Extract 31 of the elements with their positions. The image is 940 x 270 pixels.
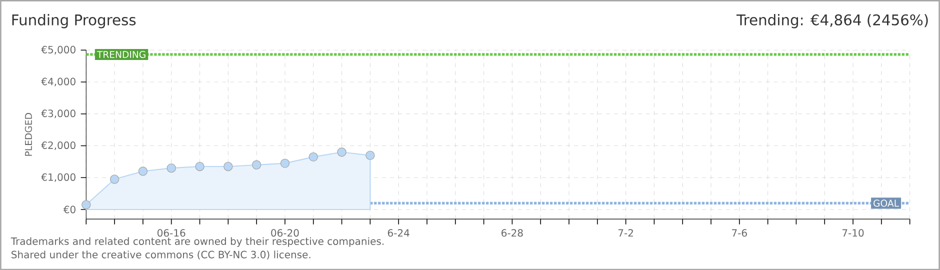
ref-line-label: GOAL xyxy=(874,200,899,207)
ref-line-label: TRENDING xyxy=(96,50,146,58)
point xyxy=(280,158,290,168)
x-tick-label: 7-2 xyxy=(618,229,633,236)
text: Trending: €4,864 (2456%) xyxy=(736,14,928,28)
text: Shared under the creative commons (CC BY-NC 3.0) license. xyxy=(12,250,310,260)
point xyxy=(366,150,375,160)
y-axis-title: PLEDGED xyxy=(24,112,32,156)
x-tick-label: 7-10 xyxy=(842,229,864,237)
point xyxy=(82,200,91,210)
y-tick-label: €3,000 xyxy=(41,109,76,118)
point xyxy=(252,160,262,170)
x-tick-label: 6-28 xyxy=(502,229,523,237)
chart-title: Funding Progress xyxy=(12,14,136,28)
y-tick-label: €0 xyxy=(63,206,76,214)
x-tick-label: 6-24 xyxy=(388,229,410,237)
x-tick-label: 06-20 xyxy=(271,229,299,237)
y-tick-label: €2,000 xyxy=(41,141,76,150)
point xyxy=(224,162,233,171)
y-tick-label: €4,000 xyxy=(41,78,76,86)
point xyxy=(166,163,176,173)
point xyxy=(308,152,318,162)
y-tick-label: €5,000 xyxy=(41,46,76,54)
x-tick-label: 06-16 xyxy=(158,229,186,237)
text: Trademarks and related content are owned by their respective companies. xyxy=(10,237,384,247)
point xyxy=(337,147,346,157)
point xyxy=(195,162,204,171)
point xyxy=(110,174,120,184)
y-tick-label: €1,000 xyxy=(41,173,76,182)
point xyxy=(138,166,148,176)
x-tick-label: 7-6 xyxy=(732,229,747,237)
